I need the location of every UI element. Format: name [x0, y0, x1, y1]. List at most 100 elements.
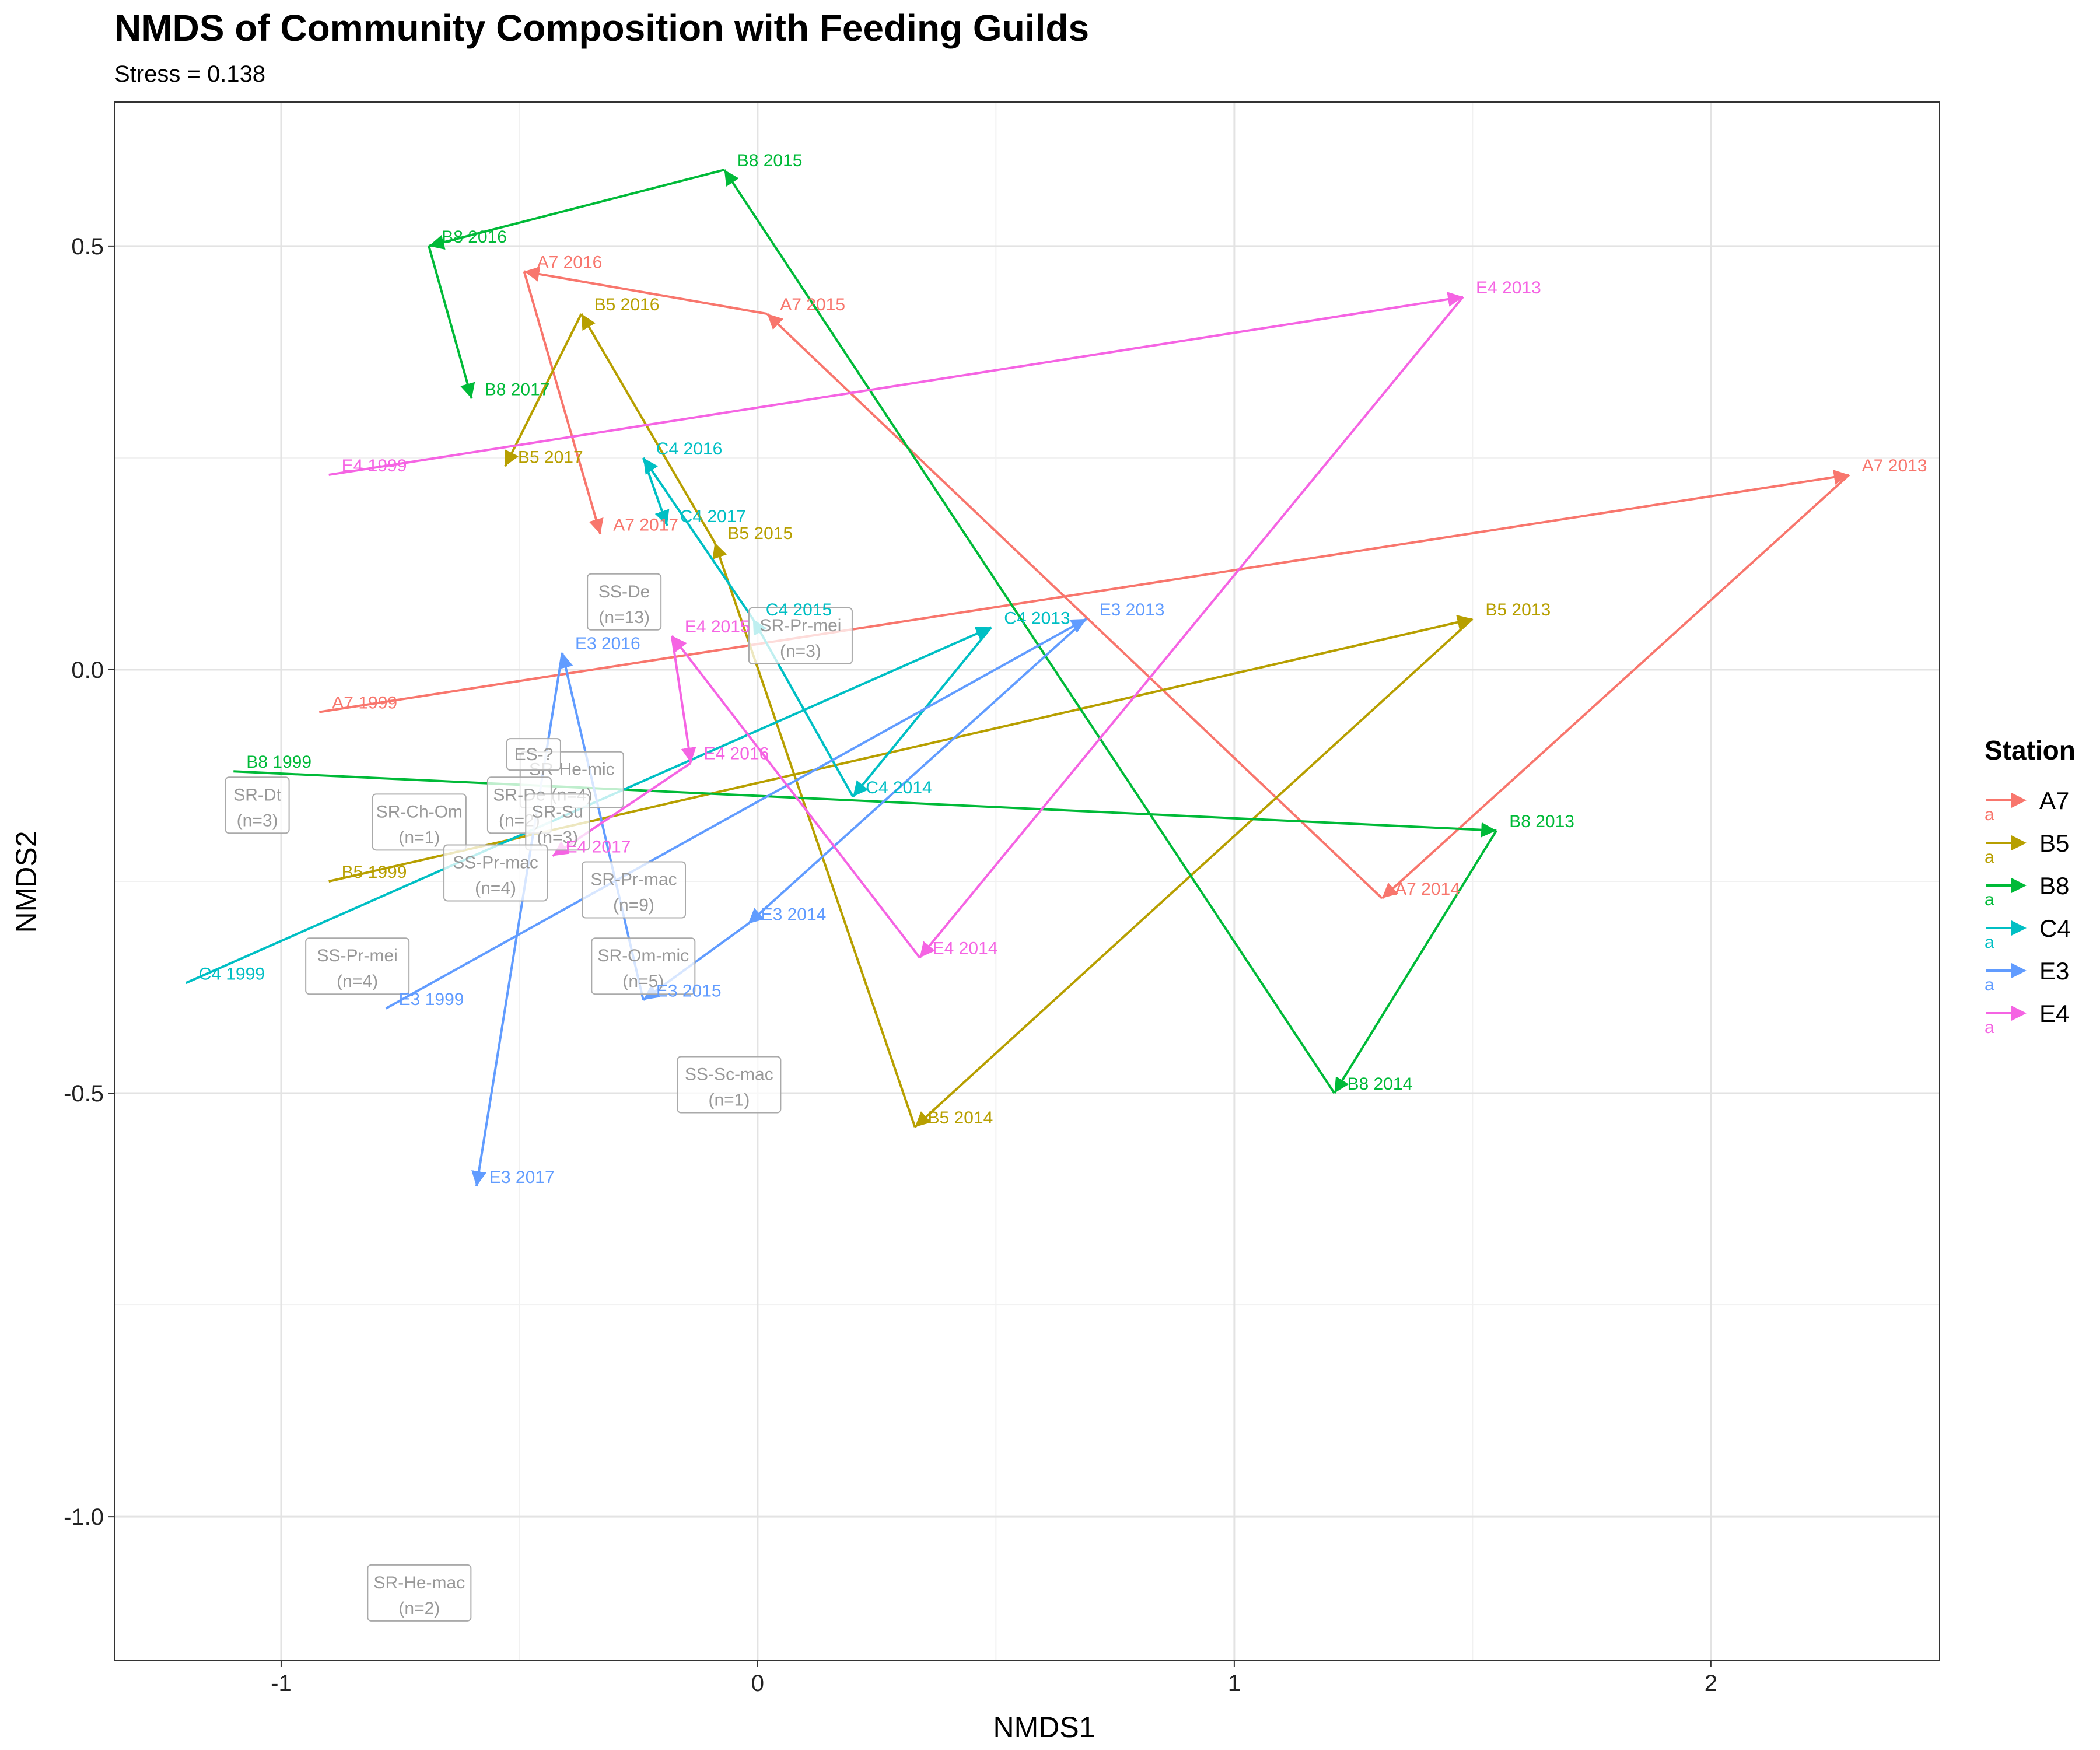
trajectory-segment: [523, 271, 604, 535]
x-tick-label: 2: [1704, 1671, 1717, 1696]
legend-item-e4: a E4: [1985, 1000, 2069, 1037]
guild-count: (n=13): [598, 608, 650, 627]
guild-count: (n=3): [537, 828, 578, 847]
legend-key-glyph: a: [1985, 1018, 1994, 1037]
point-label: E3 2014: [761, 905, 827, 925]
series-b8: [233, 169, 1497, 1094]
legend-key-arrow: [2011, 921, 2027, 936]
trajectory-segment: [712, 542, 916, 1128]
trajectory-segment: [233, 770, 1497, 838]
x-tick-label: 0: [751, 1671, 764, 1696]
x-tick-label: -1: [271, 1671, 292, 1696]
legend-key-glyph: a: [1985, 933, 1994, 952]
legend-item-c4: a C4: [1985, 915, 2071, 952]
legend-label: B8: [2039, 872, 2069, 900]
guild-label-box: [581, 861, 686, 919]
guild-count: (n=3): [780, 642, 821, 661]
axis-ticks: -1 0 1 2 -1.0 -0.5 0.0 0.5: [64, 234, 1717, 1696]
guild-label: ES-?: [506, 738, 561, 771]
legend-key-glyph: a: [1985, 890, 1994, 909]
trajectory-segment: [747, 618, 1087, 925]
point-label: C4 2017: [680, 507, 746, 526]
legend-item-e3: a E3: [1985, 957, 2069, 995]
trajectory-segment: [766, 313, 1383, 900]
trajectory-segment: [914, 618, 1474, 1128]
trajectory-segment: [428, 246, 475, 399]
trajectory-segment: [328, 292, 1464, 476]
point-label: B8 1999: [246, 752, 312, 772]
point-label: A7 2014: [1395, 880, 1460, 899]
point-labels: A7 1999 A7 2013 A7 2014 A7 2015 A7 2016 A7 20…: [199, 151, 1927, 1187]
guild-label: SS-De (n=13): [587, 573, 662, 631]
legend-label: E3: [2039, 957, 2069, 985]
trajectory-segment: [723, 169, 1336, 1094]
guild-count: (n=9): [613, 896, 654, 915]
legend-label: C4: [2039, 915, 2071, 942]
point-label: B5 2014: [928, 1108, 993, 1128]
trajectory-segment: [385, 618, 1087, 1010]
guild-name: SR-He-mac: [374, 1573, 466, 1592]
point-label: E3 2017: [489, 1168, 555, 1187]
trajectory-segment: [504, 313, 583, 467]
point-label: E4 2014: [933, 939, 998, 958]
trajectory-segment: [1333, 830, 1497, 1094]
legend-item-a7: a A7: [1985, 787, 2069, 824]
guild-label: SR-Ch-Om (n=1): [372, 793, 467, 851]
y-tick-label: 0.5: [71, 234, 104, 260]
point-label: A7 2016: [537, 253, 603, 272]
guild-label-box: [525, 793, 590, 851]
chart-subtitle: Stress = 0.138: [114, 61, 265, 87]
guild-label: SR-Pr-mei (n=3): [748, 607, 853, 664]
legend-item-b8: a B8: [1985, 872, 2069, 909]
legend-key-arrow: [2011, 878, 2027, 893]
guild-label-box: [372, 793, 467, 851]
x-tick-label: 1: [1228, 1671, 1241, 1696]
guild-count: (n=4): [337, 972, 378, 991]
guild-name: SR-Ch-Om: [376, 802, 463, 821]
point-label: C4 1999: [199, 964, 265, 984]
guild-label-box: [506, 738, 561, 771]
legend-key-glyph: a: [1985, 848, 1994, 867]
plot-border: [114, 102, 1940, 1661]
point-label: C4 2015: [766, 600, 832, 620]
guild-label: SR-He-mac (n=2): [367, 1564, 472, 1622]
x-axis-title: NMDS1: [993, 1711, 1095, 1744]
legend-key-arrow: [2011, 963, 2027, 978]
guild-count: (n=3): [237, 811, 278, 830]
legend-key-arrow: [2011, 793, 2027, 808]
guild-name: SS-De: [598, 582, 650, 601]
point-label: A7 1999: [332, 694, 397, 713]
point-label: C4 2014: [866, 778, 932, 797]
chart-title: NMDS of Community Composition with Feedi…: [114, 7, 1089, 49]
trajectory-segment: [318, 470, 1850, 713]
guild-label-box: [367, 1564, 472, 1622]
grid-lines: [114, 102, 1940, 1661]
guild-labels: SS-De (n=13) SR-Pr-mei (n=3) SR-Dt (n=3) SR-Ch…: [225, 573, 853, 1622]
trajectory-segment: [328, 614, 1473, 883]
trajectory-segment: [852, 626, 992, 798]
y-tick-label: 0.0: [71, 657, 104, 683]
legend-label: B5: [2039, 830, 2069, 857]
point-label: A7 2015: [780, 295, 845, 314]
guild-name: SR-Su: [532, 802, 583, 821]
y-tick-label: -0.5: [64, 1081, 104, 1107]
guild-count: (n=5): [622, 972, 664, 991]
guild-label-box: [225, 776, 290, 834]
guild-label: SS-Pr-mei (n=4): [305, 937, 410, 995]
trajectory-segment: [524, 267, 768, 316]
point-label: B5 2016: [594, 295, 660, 314]
trajectory-segment: [580, 313, 716, 544]
guild-label: SS-Pr-mac (n=4): [443, 844, 548, 902]
guild-label: SR-Dt (n=3): [225, 776, 290, 834]
guild-name: SS-Pr-mei: [317, 946, 397, 965]
point-label: B5 2015: [727, 524, 793, 543]
trajectory-segment: [642, 457, 754, 620]
guild-label-box: [305, 937, 410, 995]
guild-count: (n=2): [398, 1599, 440, 1618]
guild-name: SS-Pr-mac: [453, 853, 538, 872]
legend-label: E4: [2039, 1000, 2069, 1027]
legend-key-glyph: a: [1985, 975, 1994, 995]
y-axis-title: NMDS2: [10, 831, 43, 933]
guild-name: SR-Om-mic: [598, 946, 690, 965]
point-label: E3 2013: [1100, 600, 1165, 620]
